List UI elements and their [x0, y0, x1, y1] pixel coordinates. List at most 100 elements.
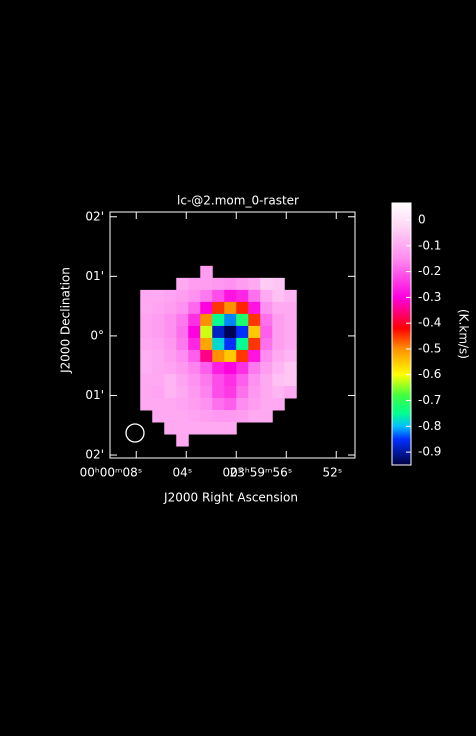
raster-cell [224, 373, 237, 387]
raster-cell [212, 422, 225, 435]
raster-cell [272, 277, 285, 291]
x-tick-label: 04ˢ [173, 466, 193, 480]
raster-cell [164, 289, 177, 303]
colorbar-label: (K.km/s) [457, 309, 471, 359]
x-tick-label: 52ˢ [323, 466, 343, 480]
raster-cell [284, 349, 297, 363]
raster-cell [224, 422, 237, 435]
raster-cell [152, 325, 165, 339]
colorbar-tick-label: -0.9 [418, 445, 441, 459]
raster-cell [200, 373, 213, 387]
raster-cell [176, 325, 189, 339]
raster-cell [200, 289, 213, 303]
y-axis-label: J2000 Declination [59, 267, 73, 374]
raster-cell [188, 277, 201, 291]
raster-cell [260, 313, 273, 327]
raster-cell [164, 397, 177, 411]
raster-cell [164, 373, 177, 387]
raster-cell [224, 409, 237, 423]
raster-cell [140, 337, 153, 351]
raster-cell [260, 349, 273, 363]
raster-cell [212, 277, 225, 291]
raster-cell [248, 325, 261, 339]
raster-cell [248, 277, 261, 291]
raster-cell [188, 385, 201, 399]
colorbar [391, 202, 412, 466]
raster-cell [164, 422, 177, 435]
raster-cell [260, 337, 273, 351]
raster-cell [200, 361, 213, 375]
raster-cell [188, 289, 201, 303]
raster-cell [236, 277, 249, 291]
raster-cell [248, 301, 261, 315]
raster-cell [200, 409, 213, 423]
x-axis-label: J2000 Right Ascension [163, 491, 298, 505]
raster-cell [212, 349, 225, 363]
raster-cell [176, 434, 189, 447]
raster-cell [152, 349, 165, 363]
raster-cell [224, 325, 237, 339]
raster-cell [248, 409, 261, 423]
raster-cell [200, 265, 213, 279]
raster-cell [284, 289, 297, 303]
plot-frame [109, 211, 356, 459]
raster-cell [236, 289, 249, 303]
raster-cell [140, 361, 153, 375]
raster-cell [212, 373, 225, 387]
raster-cell [176, 337, 189, 351]
raster-cell [140, 289, 153, 303]
y-tick-label: 0° [90, 328, 104, 342]
raster-cell [284, 325, 297, 339]
raster-cell [200, 337, 213, 351]
raster-cell [188, 361, 201, 375]
raster-cell [152, 409, 165, 423]
raster-cell [224, 385, 237, 399]
y-tick-label: 01' [85, 388, 104, 402]
raster-cell [176, 385, 189, 399]
raster-cell [236, 325, 249, 339]
y-tick-label: 02' [85, 209, 104, 223]
raster-cell [272, 325, 285, 339]
raster-cell [164, 337, 177, 351]
raster-cell [224, 289, 237, 303]
raster-cell [284, 385, 297, 399]
raster-cell [248, 337, 261, 351]
raster-cell [176, 422, 189, 435]
raster-cell [212, 313, 225, 327]
chart-title: lc-@2.mom_0-raster [177, 194, 299, 208]
raster-cell [164, 385, 177, 399]
raster-cell [140, 325, 153, 339]
raster-cell [272, 397, 285, 411]
x-tick-label: 00ˢ [223, 466, 243, 480]
raster-cell [248, 373, 261, 387]
raster-cell [224, 301, 237, 315]
raster-cell [200, 313, 213, 327]
raster-cell [188, 422, 201, 435]
raster-cell [236, 409, 249, 423]
raster-cell [212, 385, 225, 399]
raster-cell [212, 325, 225, 339]
raster-cell [176, 373, 189, 387]
raster-cell [260, 277, 273, 291]
raster-cell [152, 385, 165, 399]
raster-cell [152, 397, 165, 411]
raster-cell [164, 313, 177, 327]
raster-cell [212, 361, 225, 375]
raster-cell [164, 301, 177, 315]
raster-cell [152, 337, 165, 351]
raster-cell [188, 409, 201, 423]
raster-cell [260, 373, 273, 387]
raster-cell [176, 313, 189, 327]
colorbar-tick-label: -0.3 [418, 290, 441, 304]
raster-cell [248, 313, 261, 327]
raster-cell [140, 349, 153, 363]
x-tick-label: 23ʰ59ᵐ56ˢ [230, 466, 293, 480]
raster-cell [164, 325, 177, 339]
raster-cell [176, 361, 189, 375]
raster-cell [200, 385, 213, 399]
raster-cell [200, 349, 213, 363]
colorbar-tick-label: -0.6 [418, 367, 441, 381]
raster-cell [212, 289, 225, 303]
raster-cell [248, 397, 261, 411]
colorbar-tick-label: -0.2 [418, 264, 441, 278]
